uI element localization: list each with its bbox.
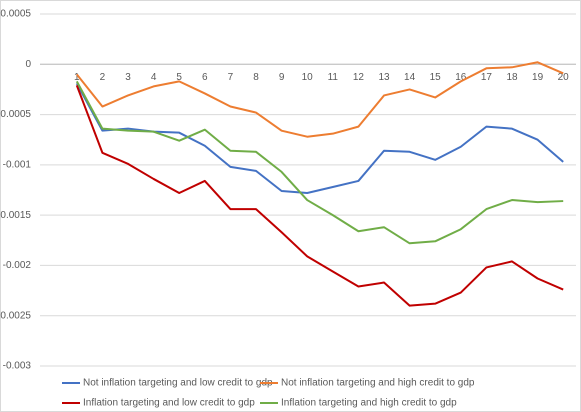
x-tick-label: 18 xyxy=(506,72,518,83)
y-tick-label: -0.0025 xyxy=(0,310,31,321)
x-tick-label: 11 xyxy=(328,72,339,83)
x-tick-label: 4 xyxy=(151,72,157,83)
legend-label: Not inflation targeting and high credit … xyxy=(281,378,475,389)
legend-label: Inflation targeting and low credit to gd… xyxy=(83,398,255,409)
series-line xyxy=(75,82,564,195)
x-tick-label: 14 xyxy=(404,72,416,83)
x-tick-label: 1 xyxy=(74,72,80,83)
x-tick-label: 3 xyxy=(125,72,131,83)
x-tick-label: 12 xyxy=(353,72,365,83)
y-tick-label: 0 xyxy=(25,59,31,70)
legend-label: Not inflation targeting and low credit t… xyxy=(83,378,273,389)
x-tick-label: 9 xyxy=(279,72,285,83)
x-tick-label: 19 xyxy=(532,72,544,83)
x-tick-label: 8 xyxy=(253,72,259,83)
y-tick-label: -0.002 xyxy=(3,260,32,271)
x-tick-label: 6 xyxy=(202,72,208,83)
x-tick-label: 7 xyxy=(228,72,234,83)
y-tick-label: -0.003 xyxy=(3,361,32,372)
x-tick-label: 13 xyxy=(378,72,390,83)
series-line xyxy=(75,85,564,307)
x-tick-label: 16 xyxy=(455,72,467,83)
x-tick-label: 17 xyxy=(481,72,493,83)
x-tick-label: 20 xyxy=(558,72,570,83)
y-tick-label: -0.0005 xyxy=(0,109,31,120)
x-tick-label: 15 xyxy=(430,72,442,83)
series-line xyxy=(76,61,564,138)
series-line xyxy=(75,80,564,245)
x-tick-label: 10 xyxy=(302,72,314,83)
legend-label: Inflation targeting and high credit to g… xyxy=(281,398,457,409)
x-tick-label: 5 xyxy=(176,72,182,83)
y-tick-label: -0.0015 xyxy=(0,210,31,221)
y-tick-label: 0.0005 xyxy=(0,9,31,20)
y-tick-label: -0.001 xyxy=(3,159,32,170)
x-tick-label: 2 xyxy=(100,72,106,83)
